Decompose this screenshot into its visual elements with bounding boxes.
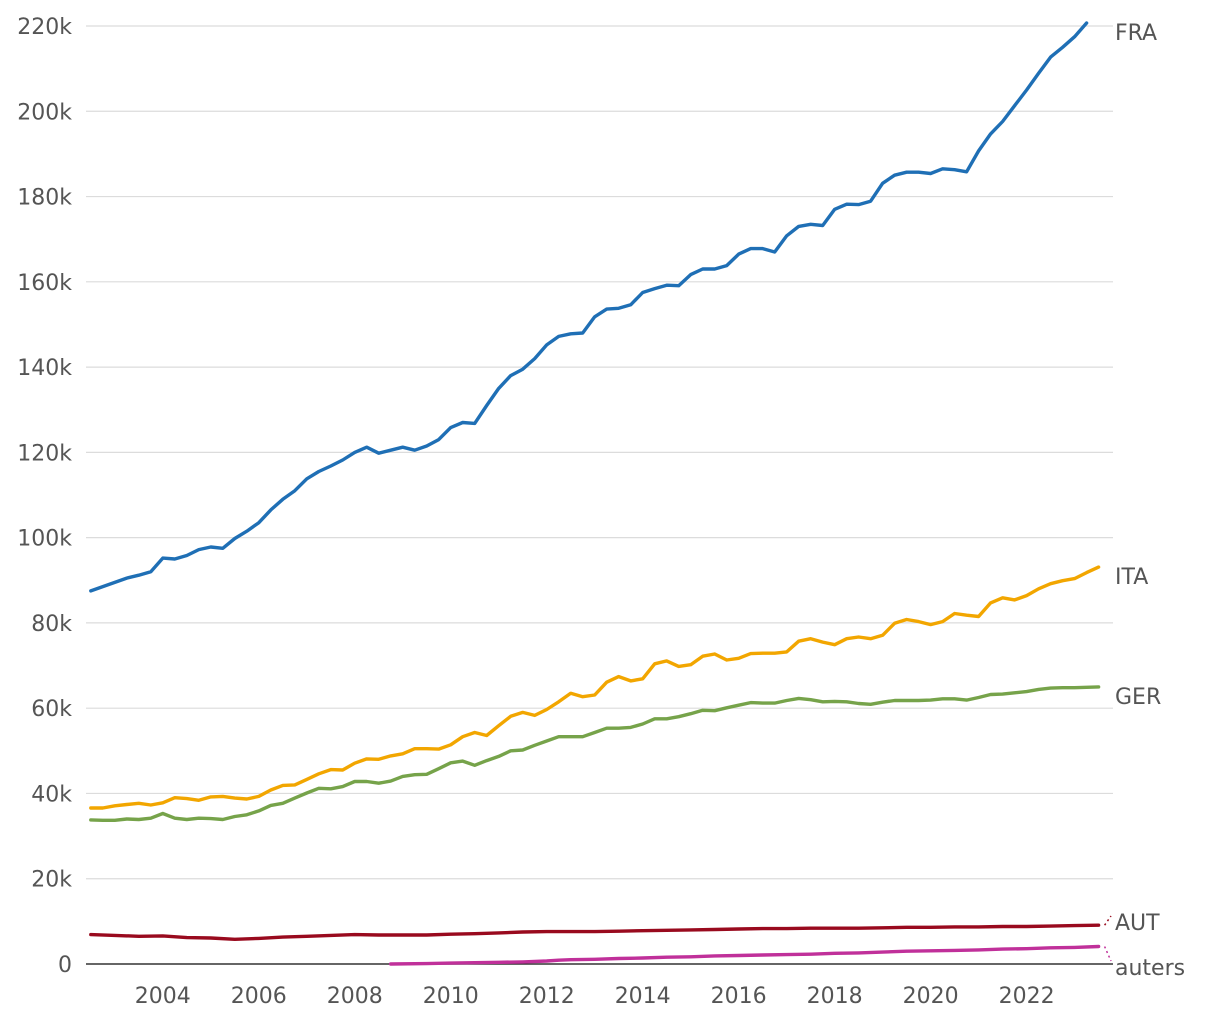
y-tick-label-120k: 120k xyxy=(17,441,72,466)
y-tick-label-0: 0 xyxy=(58,953,72,978)
x-tick-label-2004: 2004 xyxy=(135,984,191,1009)
y-tick-label-140k: 140k xyxy=(17,356,72,381)
series-label-fra: FRA xyxy=(1115,21,1157,46)
series-label-ger: GER xyxy=(1115,685,1161,710)
x-tick-label-2022: 2022 xyxy=(999,984,1055,1009)
y-tick-label-80k: 80k xyxy=(31,612,72,637)
series-label-ita: ITA xyxy=(1115,565,1148,590)
label-leader-aut xyxy=(1103,915,1112,926)
y-tick-label-100k: 100k xyxy=(17,527,72,552)
y-tick-label-200k: 200k xyxy=(17,100,72,125)
y-axis: 0 20k 40k 60k 80k 100k 120k 140k 160k 180k 200k 220… xyxy=(17,15,72,978)
series-lines xyxy=(89,21,1101,966)
x-tick-label-2018: 2018 xyxy=(807,984,863,1009)
x-tick-label-2016: 2016 xyxy=(711,984,767,1009)
x-tick-label-2012: 2012 xyxy=(519,984,575,1009)
y-tick-label-20k: 20k xyxy=(31,868,72,893)
x-tick-label-2014: 2014 xyxy=(615,984,671,1009)
x-tick-label-2020: 2020 xyxy=(903,984,959,1009)
y-tick-label-220k: 220k xyxy=(17,15,72,40)
series-line-fra xyxy=(89,21,1089,593)
y-tick-label-40k: 40k xyxy=(31,782,72,807)
x-tick-label-2008: 2008 xyxy=(327,984,383,1009)
x-tick-label-2006: 2006 xyxy=(231,984,287,1009)
series-line-aut xyxy=(89,923,1101,941)
label-leader-auters xyxy=(1103,946,1112,962)
y-tick-label-160k: 160k xyxy=(17,271,72,296)
series-label-aut: AUT xyxy=(1115,911,1160,936)
series-line-ita xyxy=(89,565,1101,810)
series-line-ger xyxy=(89,685,1101,822)
y-tick-label-60k: 60k xyxy=(31,697,72,722)
y-tick-label-180k: 180k xyxy=(17,186,72,211)
x-tick-label-2010: 2010 xyxy=(423,984,479,1009)
gridlines xyxy=(86,25,1113,880)
series-labels: FRA ITA GER AUT auters xyxy=(1103,21,1185,981)
x-axis: 2004 2006 2008 2010 2012 2014 2016 2018 2020 2022 xyxy=(86,963,1113,1009)
series-label-auters: auters xyxy=(1115,956,1185,981)
series-line-auters xyxy=(389,944,1101,966)
